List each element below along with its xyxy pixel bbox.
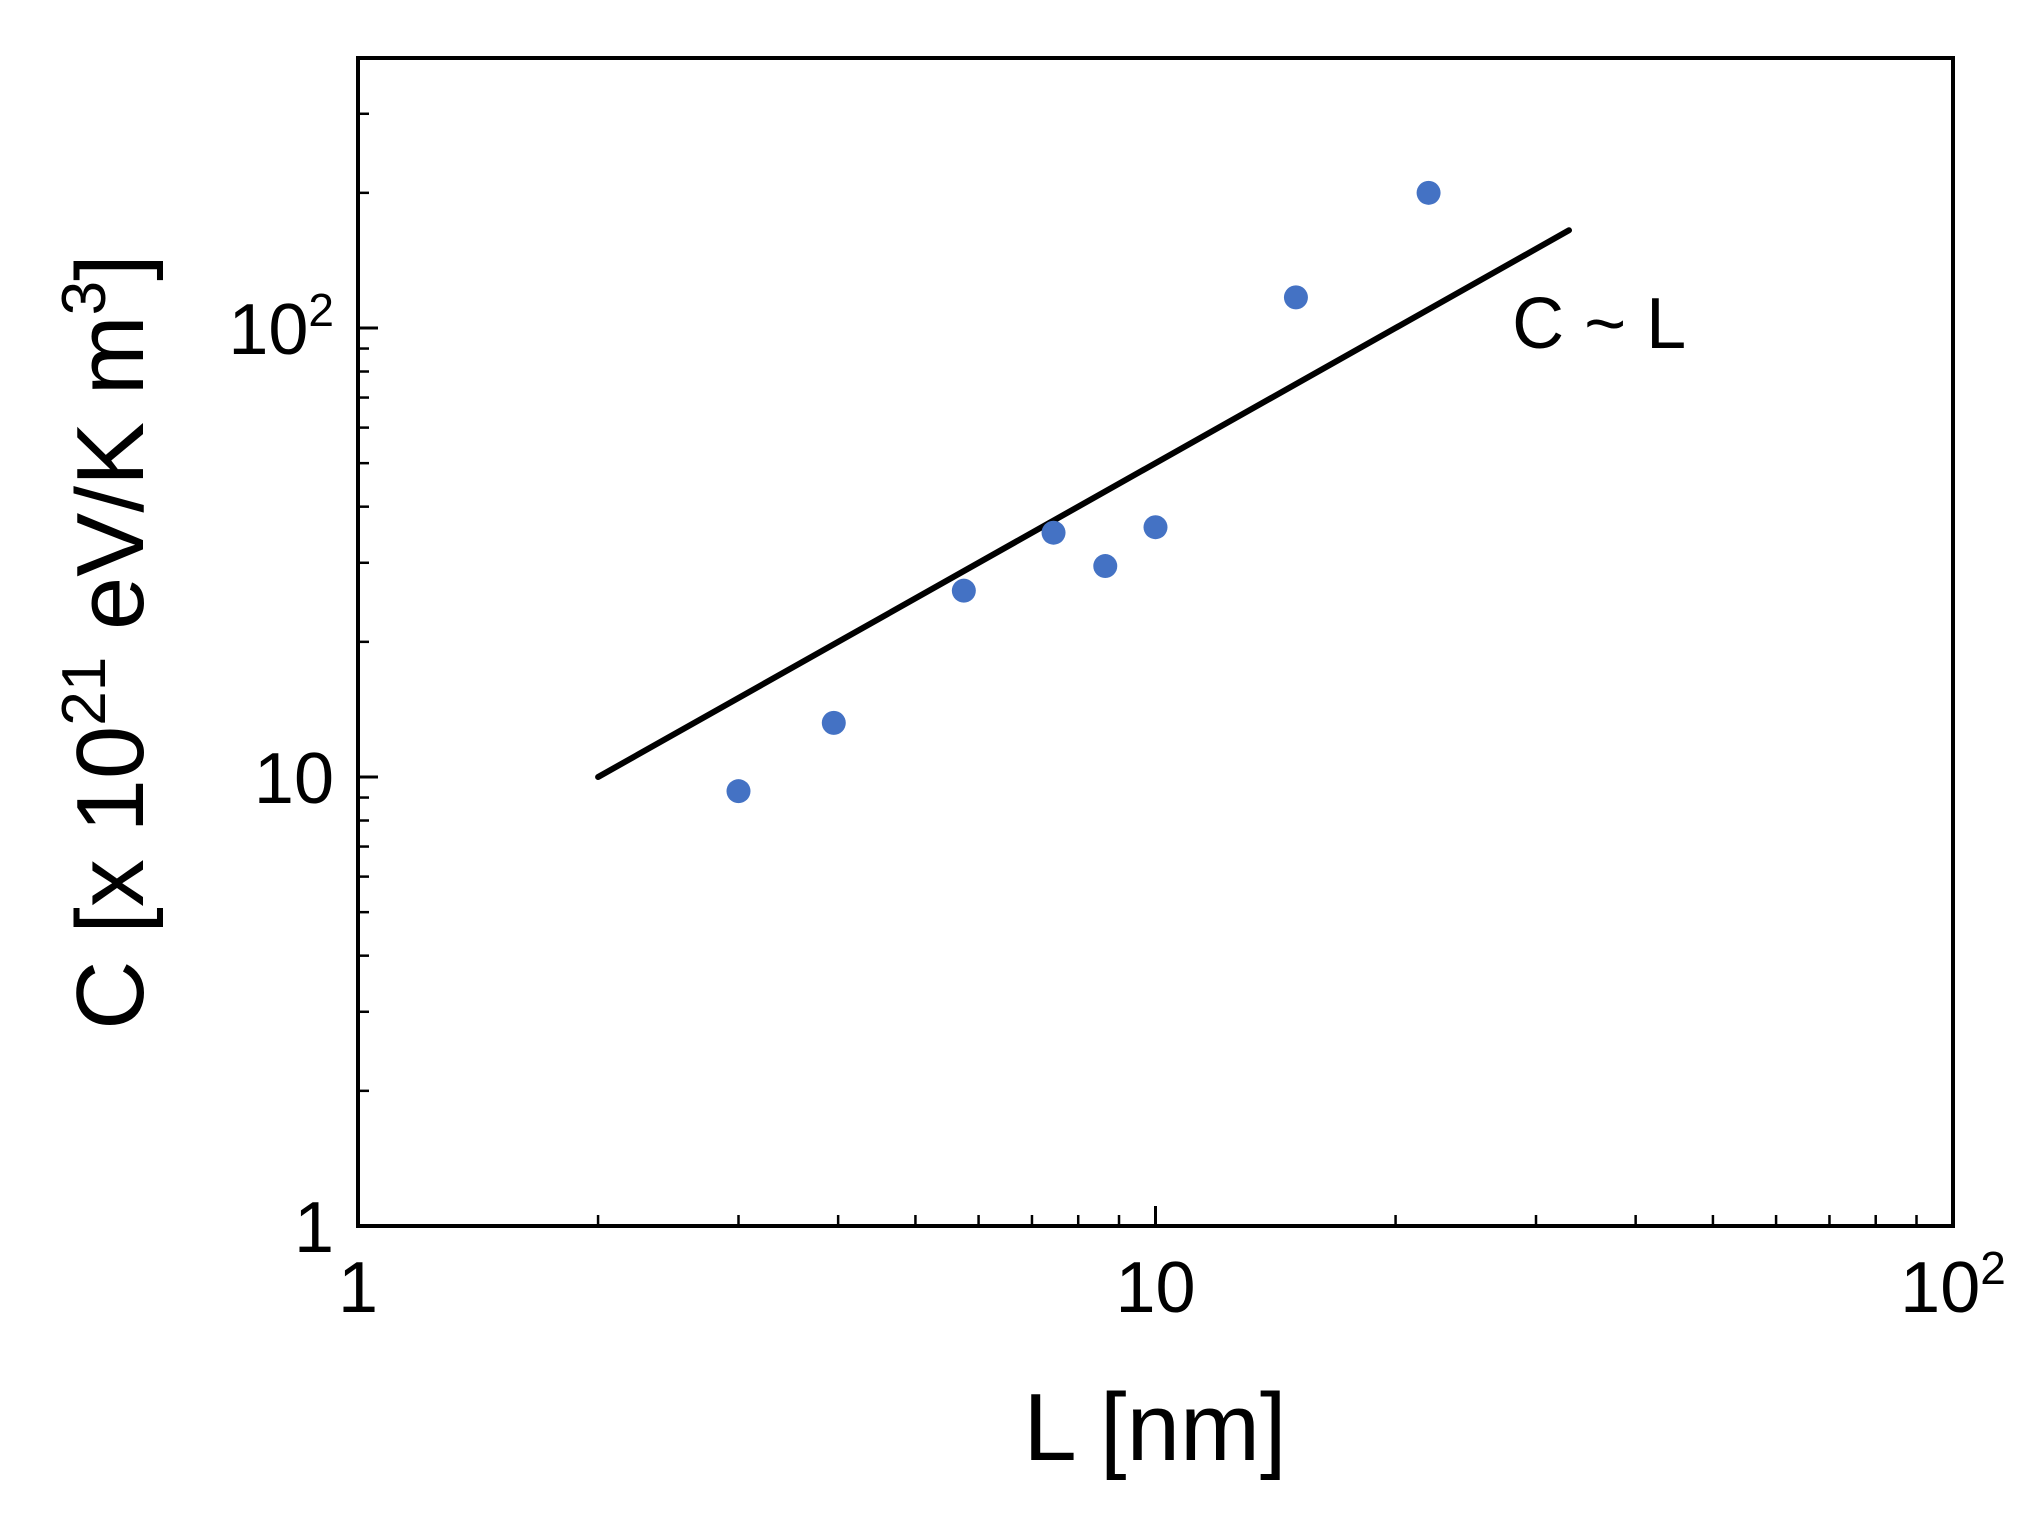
y-axis-label-exp2: 3 xyxy=(50,281,119,315)
annotation-label: C ~ L xyxy=(1512,284,1686,364)
fit-lines xyxy=(595,227,1572,780)
x-tick-label: 10 xyxy=(1115,1248,1195,1328)
y-axis-label: C [x 1021 eV/K m3] xyxy=(50,254,164,1030)
y-tick-label: 1 xyxy=(294,1188,334,1268)
data-point xyxy=(1093,554,1118,579)
data-point xyxy=(1283,285,1308,310)
data-point xyxy=(951,578,976,603)
y-axis-label-mid: eV/K m xyxy=(57,315,164,656)
y-tick-label: 102 xyxy=(228,284,334,370)
data-points xyxy=(726,180,1441,804)
data-point xyxy=(1143,515,1168,540)
data-point xyxy=(1041,520,1066,545)
fit-line xyxy=(595,227,1572,780)
x-tick-label: 1 xyxy=(338,1248,378,1328)
data-point xyxy=(1416,180,1441,205)
x-tick-labels: 1 10 102 xyxy=(338,1242,2006,1328)
y-axis-label-pre: C [x 10 xyxy=(57,726,164,1030)
annotations: C ~ L xyxy=(1512,284,1686,364)
data-point xyxy=(726,779,751,804)
y-axis-label-exp: 21 xyxy=(50,657,119,726)
y-tick-labels: 1 10 102 xyxy=(228,284,334,1268)
y-tick-label: 10 xyxy=(254,739,334,819)
x-axis-label: L [nm] xyxy=(1023,1374,1286,1481)
data-point xyxy=(821,710,846,735)
y-axis-label-post: ] xyxy=(57,254,164,281)
plot-frame xyxy=(356,56,1955,1228)
x-tick-label: 102 xyxy=(1900,1242,2006,1328)
